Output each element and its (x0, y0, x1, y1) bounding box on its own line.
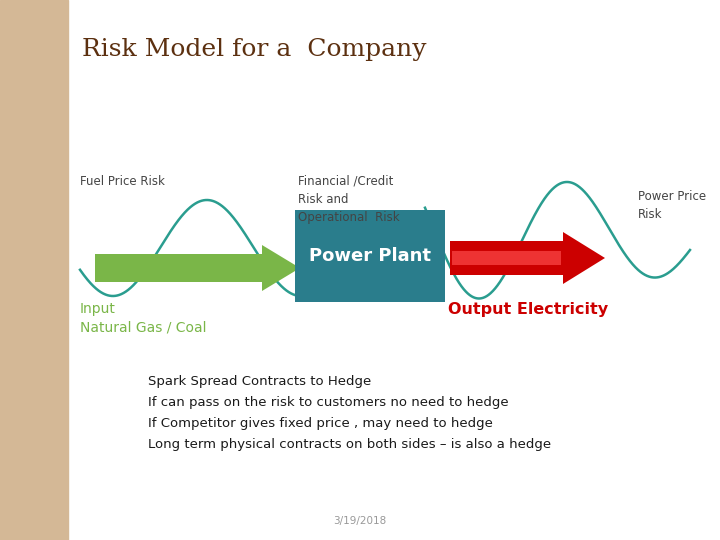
Text: Fuel Price Risk: Fuel Price Risk (80, 175, 165, 188)
Text: Financial /Credit
Risk and
Operational  Risk: Financial /Credit Risk and Operational R… (298, 175, 400, 224)
Bar (0, 0, 68, 540)
Text: Input
Natural Gas / Coal: Input Natural Gas / Coal (80, 302, 207, 334)
Bar (452, 251, 561, 265)
Text: Power Plant: Power Plant (309, 247, 431, 265)
Text: Risk Model for a  Company: Risk Model for a Company (82, 38, 426, 61)
Text: Spark Spread Contracts to Hedge: Spark Spread Contracts to Hedge (148, 375, 372, 388)
Text: 3/19/2018: 3/19/2018 (333, 516, 387, 526)
Text: Output Electricity: Output Electricity (448, 302, 608, 317)
Text: Long term physical contracts on both sides – is also a hedge: Long term physical contracts on both sid… (148, 438, 551, 451)
Text: Power Price
Risk: Power Price Risk (638, 190, 706, 221)
Text: If Competitor gives fixed price , may need to hedge: If Competitor gives fixed price , may ne… (148, 417, 493, 430)
FancyArrow shape (95, 245, 300, 291)
Text: If can pass on the risk to customers no need to hedge: If can pass on the risk to customers no … (148, 396, 508, 409)
Bar (295, 210, 445, 302)
FancyArrow shape (450, 232, 605, 284)
